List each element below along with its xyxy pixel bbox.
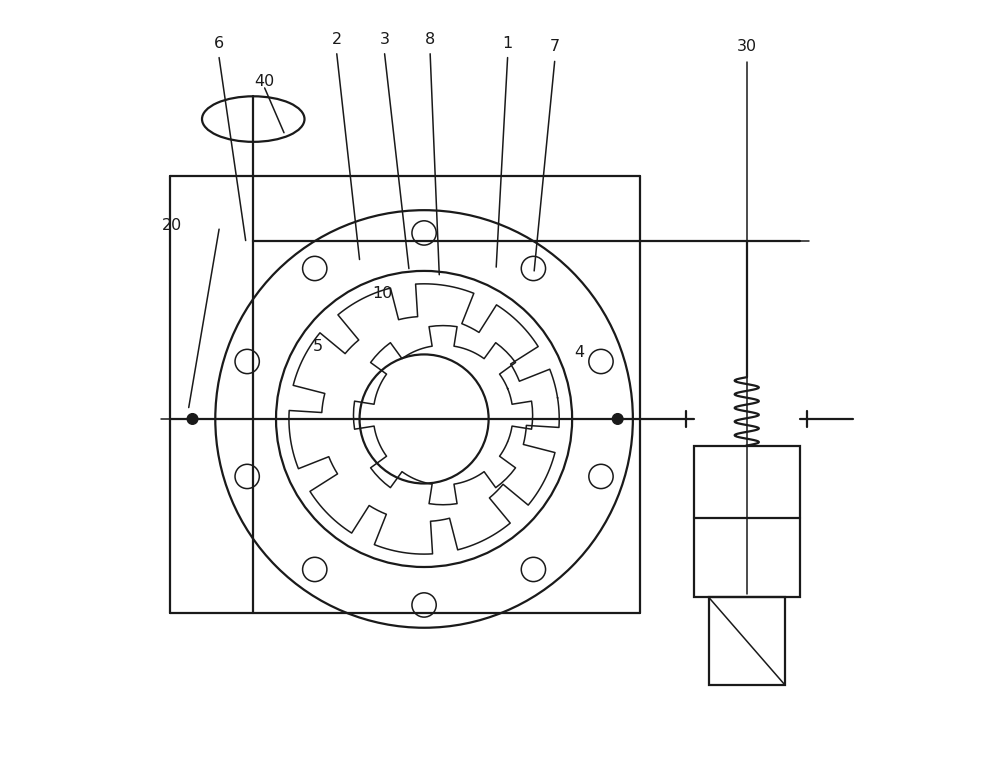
Text: 4: 4 xyxy=(575,344,585,360)
Text: 30: 30 xyxy=(737,40,757,54)
Text: 8: 8 xyxy=(425,32,435,46)
Text: 7: 7 xyxy=(550,40,560,54)
Circle shape xyxy=(612,414,623,424)
Text: 3: 3 xyxy=(380,32,390,46)
Text: 2: 2 xyxy=(332,32,342,46)
Text: 5: 5 xyxy=(313,339,323,354)
Text: 6: 6 xyxy=(214,36,224,50)
Text: 1: 1 xyxy=(502,36,513,50)
Text: 20: 20 xyxy=(162,218,182,233)
Circle shape xyxy=(187,414,198,424)
Text: 40: 40 xyxy=(255,74,275,88)
Text: 10: 10 xyxy=(372,287,393,301)
Bar xyxy=(709,597,785,685)
Bar xyxy=(694,446,800,597)
